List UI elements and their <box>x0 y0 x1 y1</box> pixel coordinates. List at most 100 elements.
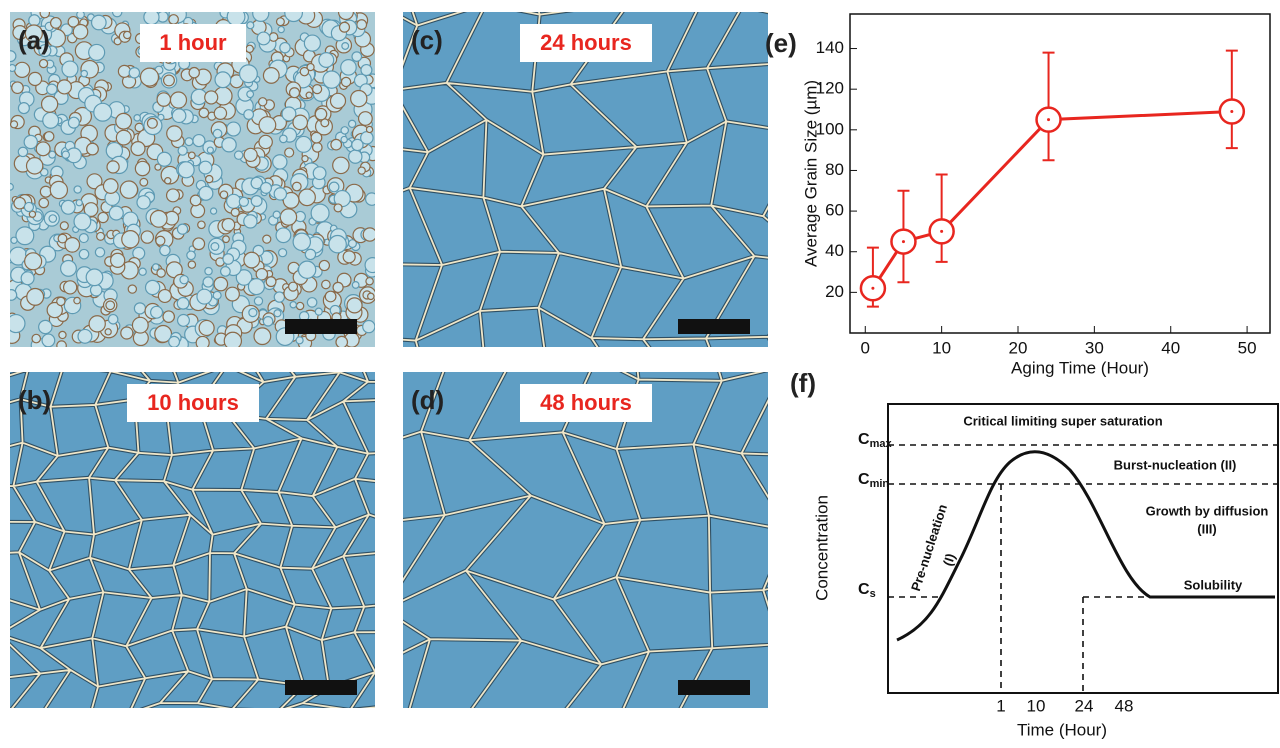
grain <box>245 44 254 54</box>
data-point-center <box>871 286 875 290</box>
grain <box>278 248 288 258</box>
grain <box>134 122 145 133</box>
grain <box>155 235 166 246</box>
data-point-center <box>901 240 905 244</box>
grain <box>168 14 179 25</box>
grain <box>341 42 350 50</box>
grain <box>360 63 373 77</box>
grain <box>253 296 264 306</box>
grain <box>198 319 215 337</box>
grain <box>356 19 368 31</box>
annotation: (III) <box>1197 521 1217 536</box>
grain <box>233 150 244 160</box>
nucleation-schematic: (f) Time (Hour) Concentration 1 10 24 48… <box>790 368 1279 739</box>
x-tick-label: 30 <box>1085 338 1104 357</box>
grain <box>17 102 30 115</box>
annotation: Critical limiting super saturation <box>963 413 1162 428</box>
grain <box>162 310 176 323</box>
grain <box>243 214 258 229</box>
grain <box>61 60 79 78</box>
caption-box <box>520 384 652 422</box>
grain <box>86 173 103 190</box>
grain <box>226 193 242 209</box>
grain <box>310 131 323 144</box>
scale-bar <box>678 319 750 334</box>
annotation: Pre-nucleation <box>908 502 950 593</box>
grain <box>192 237 206 251</box>
grain <box>189 194 202 207</box>
annotation: Burst-nucleation (II) <box>1114 457 1237 472</box>
grain <box>10 182 14 191</box>
grain <box>281 106 297 122</box>
grain <box>210 242 220 252</box>
x-tick-label: 20 <box>1009 338 1028 357</box>
grain <box>362 227 375 242</box>
grain <box>89 283 103 297</box>
grain <box>322 70 341 89</box>
grain <box>279 41 291 54</box>
grain <box>78 233 89 244</box>
grain <box>106 160 120 174</box>
grain <box>328 181 340 193</box>
grain <box>110 252 126 268</box>
grain <box>292 114 309 131</box>
grain <box>128 66 141 79</box>
grain <box>272 154 288 170</box>
grain <box>265 276 277 288</box>
grain <box>48 150 57 159</box>
grain <box>195 335 210 347</box>
grain <box>222 253 235 265</box>
grain <box>351 138 364 152</box>
grain <box>272 210 281 219</box>
grain <box>10 63 17 73</box>
grain <box>226 12 246 27</box>
grain <box>295 336 304 345</box>
grain <box>347 119 357 129</box>
grain <box>121 230 140 249</box>
caption: 24 hours <box>540 30 632 55</box>
grain <box>49 180 69 200</box>
scale-bar <box>678 680 750 695</box>
grain <box>221 137 237 153</box>
grain <box>28 210 37 218</box>
grain <box>304 248 317 261</box>
grain <box>365 276 374 286</box>
panel-label: (e) <box>765 28 797 58</box>
grain <box>291 181 302 192</box>
grain <box>310 203 330 223</box>
grain <box>24 252 43 271</box>
grain <box>314 307 323 316</box>
grain <box>156 151 172 167</box>
grain <box>67 116 80 129</box>
grain <box>136 195 151 210</box>
grain <box>176 223 189 235</box>
grain <box>247 278 265 296</box>
grain <box>40 95 59 113</box>
grain <box>140 230 155 244</box>
grain <box>318 52 335 68</box>
grain <box>255 267 269 281</box>
grain <box>321 279 331 290</box>
grain-boundaries-light <box>10 372 375 708</box>
micrograph <box>10 372 375 708</box>
grain <box>196 288 213 305</box>
caption: 10 hours <box>147 390 239 415</box>
grain <box>311 142 323 153</box>
grain <box>42 111 60 129</box>
grain <box>119 180 139 199</box>
grain <box>168 335 181 347</box>
grain <box>238 196 250 207</box>
y-tick-label: 140 <box>816 38 844 57</box>
grain <box>246 21 255 30</box>
annotation: Solubility <box>1184 577 1243 592</box>
grain <box>17 146 29 158</box>
grain <box>154 324 173 343</box>
grain <box>146 117 158 129</box>
grain <box>150 305 164 319</box>
grain <box>252 12 270 22</box>
grain <box>156 92 172 107</box>
grain <box>248 307 258 318</box>
grain <box>197 220 206 230</box>
grain <box>117 64 132 78</box>
grain <box>162 74 175 87</box>
